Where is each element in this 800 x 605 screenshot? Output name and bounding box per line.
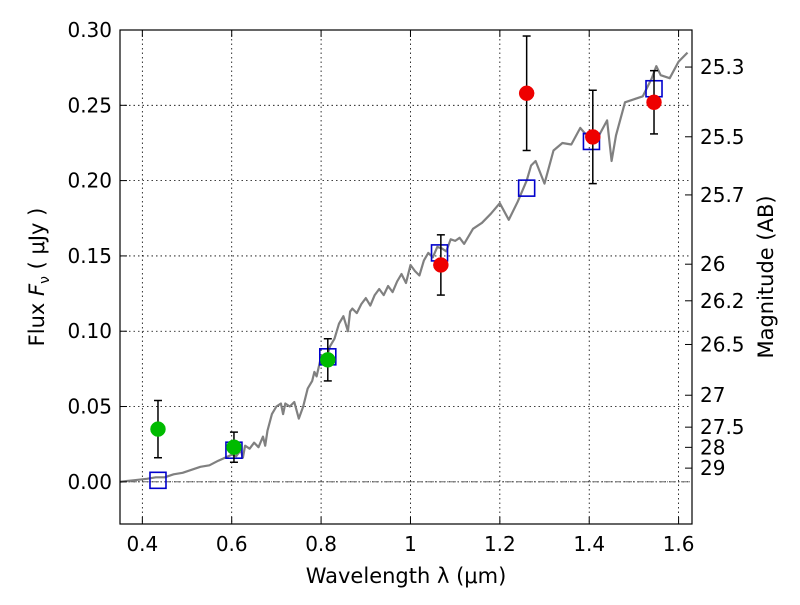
observed-flux-point <box>226 439 242 455</box>
observed-flux-point <box>646 94 662 111</box>
y-tick-label: 0.20 <box>67 169 112 193</box>
observed-flux-point <box>433 257 449 273</box>
y-tick-label: 0.25 <box>67 93 112 117</box>
axis-ticks: 0.4 0.6 0.8 1 1.2 1.4 1.6 0.00 0.05 0.10 0.15 0.20 0… <box>67 18 744 556</box>
y2-tick-label: 25.5 <box>700 125 745 149</box>
y-axis-label: Flux Fν ( μJy ) <box>25 208 53 347</box>
y2-tick-label: 25.3 <box>700 55 745 79</box>
y-tick-label: 0.10 <box>67 319 112 343</box>
markers-layer <box>149 35 663 490</box>
y2-tick-label: 26.2 <box>700 289 745 313</box>
x-axis-label: Wavelength λ (μm) <box>306 564 507 588</box>
observed-flux-point <box>320 352 336 368</box>
model-square-marker <box>517 179 536 197</box>
x-tick-label: 0.6 <box>216 532 248 556</box>
y2-tick-label: 25.7 <box>700 183 745 207</box>
spectrum-layer <box>119 51 689 483</box>
gridlines <box>120 29 692 524</box>
x-tick-label: 1.6 <box>663 532 695 556</box>
y2-tick-label: 26 <box>700 252 725 276</box>
y2-tick-label: 29 <box>700 456 725 480</box>
plot-frame <box>119 29 693 525</box>
observed-flux-point <box>150 421 166 437</box>
y2-tick-label: 28 <box>700 435 725 459</box>
y-tick-label: 0.00 <box>67 470 112 494</box>
x-tick-label: 1.2 <box>484 532 516 556</box>
model-spectrum-line <box>119 51 689 483</box>
observed-flux-point <box>518 85 535 102</box>
x-tick-label: 1 <box>404 532 417 556</box>
y-tick-label: 0.05 <box>67 395 112 419</box>
x-tick-label: 0.8 <box>305 532 337 556</box>
y-tick-label: 0.30 <box>67 18 112 42</box>
x-tick-label: 1.4 <box>573 532 605 556</box>
y2-tick-label: 27 <box>700 383 725 407</box>
model-square-marker <box>149 471 167 490</box>
y2-tick-label: 27.5 <box>700 415 745 439</box>
observed-flux-point <box>585 129 601 145</box>
y2-tick-label: 26.5 <box>700 332 745 356</box>
y2-axis-label: Magnitude (AB) <box>754 195 778 358</box>
y-tick-label: 0.15 <box>67 244 112 268</box>
x-tick-label: 0.4 <box>126 532 158 556</box>
